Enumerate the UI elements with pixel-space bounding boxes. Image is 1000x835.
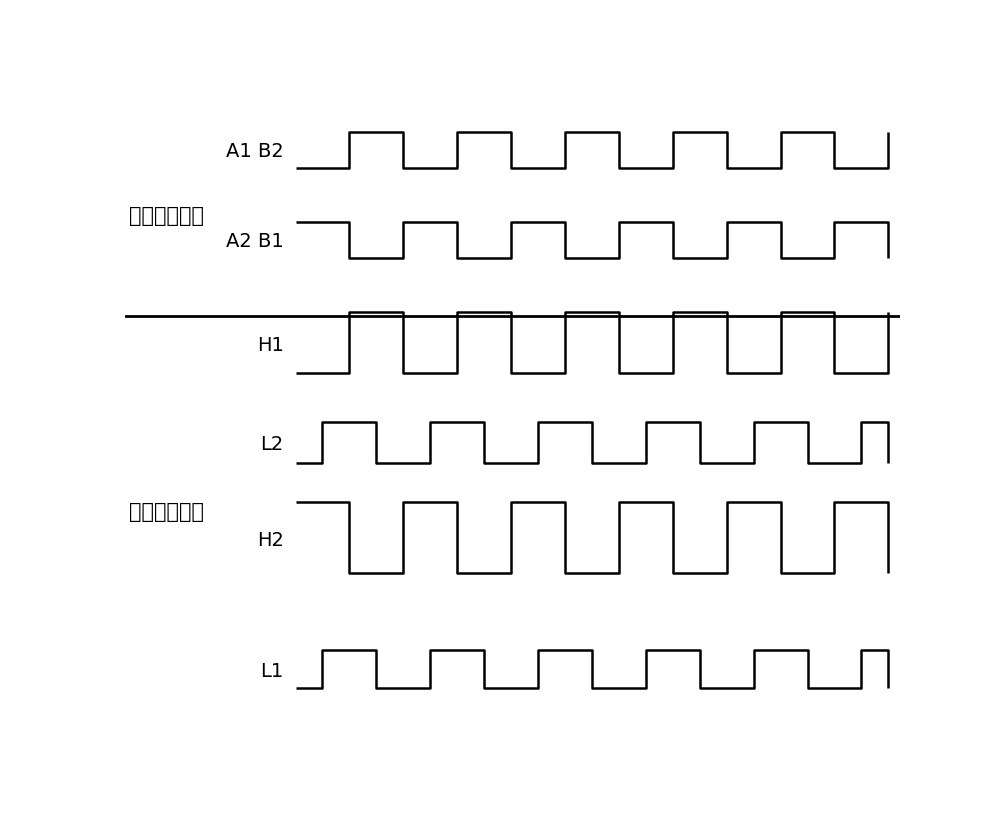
Text: H2: H2 [257, 531, 284, 550]
Text: A1 B2: A1 B2 [226, 142, 284, 161]
Text: L2: L2 [261, 435, 284, 454]
Text: L1: L1 [261, 661, 284, 681]
Text: A2 B1: A2 B1 [226, 232, 284, 251]
Text: 板极驱动输出: 板极驱动输出 [129, 502, 204, 522]
Text: 板极驱动输入: 板极驱动输入 [129, 206, 204, 226]
Text: H1: H1 [257, 337, 284, 356]
